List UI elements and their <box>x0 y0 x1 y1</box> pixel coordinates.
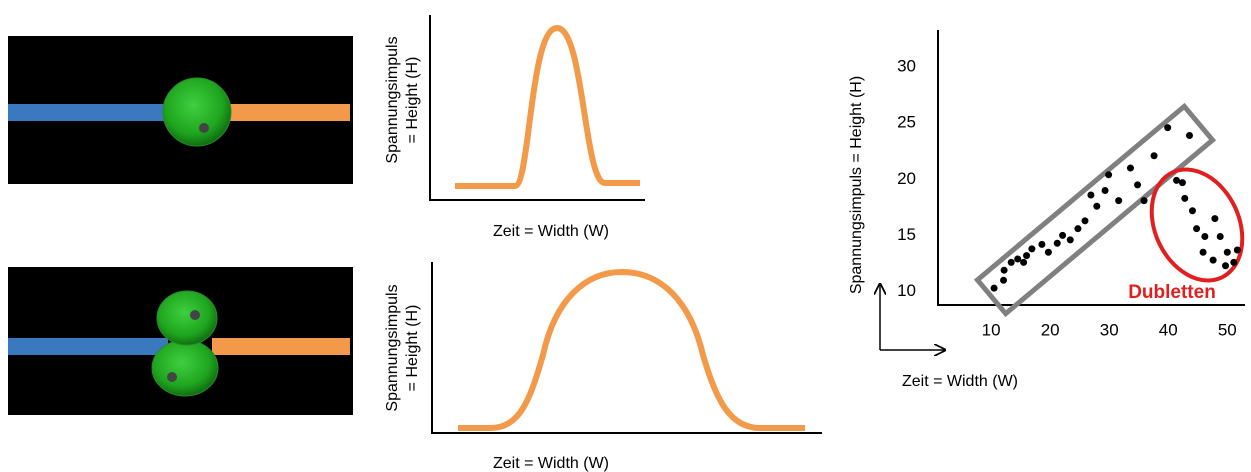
x-label: Zeit = Width (W) <box>493 455 609 472</box>
y-tick-label: 10 <box>897 281 916 300</box>
pulse-chart-1: Spannungsimpuls = Height (H) Zeit = Widt… <box>384 15 645 240</box>
doublet-cell-image <box>8 267 353 415</box>
x-tick-label: 30 <box>1100 320 1119 339</box>
doublet-ellipse <box>1149 167 1245 283</box>
scatter-point <box>1209 256 1217 264</box>
scatter-point <box>1140 197 1148 205</box>
scatter-point <box>1199 248 1207 256</box>
scatter-point <box>1201 233 1209 241</box>
scatter-point <box>1059 231 1067 239</box>
x-label: Zeit = Width (W) <box>902 373 1018 390</box>
scatter-point <box>1105 171 1113 179</box>
x-tick-label: 50 <box>1218 320 1237 339</box>
scatter-point <box>1028 245 1036 253</box>
y-label: = Height (H) <box>404 57 421 144</box>
scatter-point <box>1211 215 1219 223</box>
scatter-point <box>1222 262 1230 270</box>
scatter-point <box>990 284 998 292</box>
scatter-point <box>1053 239 1061 247</box>
scatter-point <box>1044 248 1052 256</box>
scatter-point <box>1193 225 1201 233</box>
scatter-point <box>1233 246 1241 254</box>
scatter-point <box>1126 164 1134 172</box>
x-tick-label: 10 <box>982 320 1001 339</box>
scatter-point <box>1173 176 1181 184</box>
scatter-point <box>1081 217 1089 225</box>
scatter-point <box>1093 202 1101 210</box>
y-label: Spannungsimpuls = Height (H) <box>848 76 865 294</box>
scatter-point <box>1014 255 1022 263</box>
scatter-point <box>1101 187 1109 195</box>
y-label: Spannungsimpuls <box>384 36 401 163</box>
scatter-point <box>1223 248 1231 256</box>
pulse-chart-2: Spannungsimpuls = Height (H) Zeit = Widt… <box>384 262 822 472</box>
scatter-point <box>1066 236 1074 244</box>
x-label: Zeit = Width (W) <box>493 223 609 240</box>
scatter-point <box>1216 233 1224 241</box>
scatter-point <box>1038 240 1046 248</box>
scatter-point <box>1134 181 1142 189</box>
scatter-chart: Dubletten Spannungsimpuls = Height (H) Z… <box>848 30 1245 390</box>
y-tick-label: 15 <box>897 225 916 244</box>
scatter-point <box>1230 258 1238 266</box>
scatter-point <box>1181 194 1189 202</box>
y-label: = Height (H) <box>404 305 421 392</box>
scatter-point <box>1000 266 1008 274</box>
scatter-point <box>1074 225 1082 233</box>
scatter-point <box>1023 252 1031 260</box>
scatter-point <box>1007 258 1015 266</box>
scatter-point <box>1186 132 1194 140</box>
scatter-point <box>1020 258 1028 266</box>
y-label: Spannungsimpuls <box>384 284 401 411</box>
scatter-point <box>1150 152 1158 160</box>
scatter-point <box>1164 124 1172 132</box>
y-tick-label: 30 <box>897 57 916 76</box>
scatter-point <box>1178 179 1186 187</box>
scatter-point <box>1000 276 1008 284</box>
annotation: Dubletten <box>1128 282 1216 303</box>
single-cell-image <box>8 36 353 184</box>
y-tick-label: 20 <box>897 169 916 188</box>
scatter-point <box>1188 207 1196 215</box>
y-tick-label: 25 <box>897 113 916 132</box>
gate-rectangle <box>973 102 1217 318</box>
x-tick-label: 20 <box>1041 320 1060 339</box>
x-tick-label: 40 <box>1159 320 1178 339</box>
scatter-point <box>1087 191 1095 199</box>
scatter-point <box>1115 197 1123 205</box>
